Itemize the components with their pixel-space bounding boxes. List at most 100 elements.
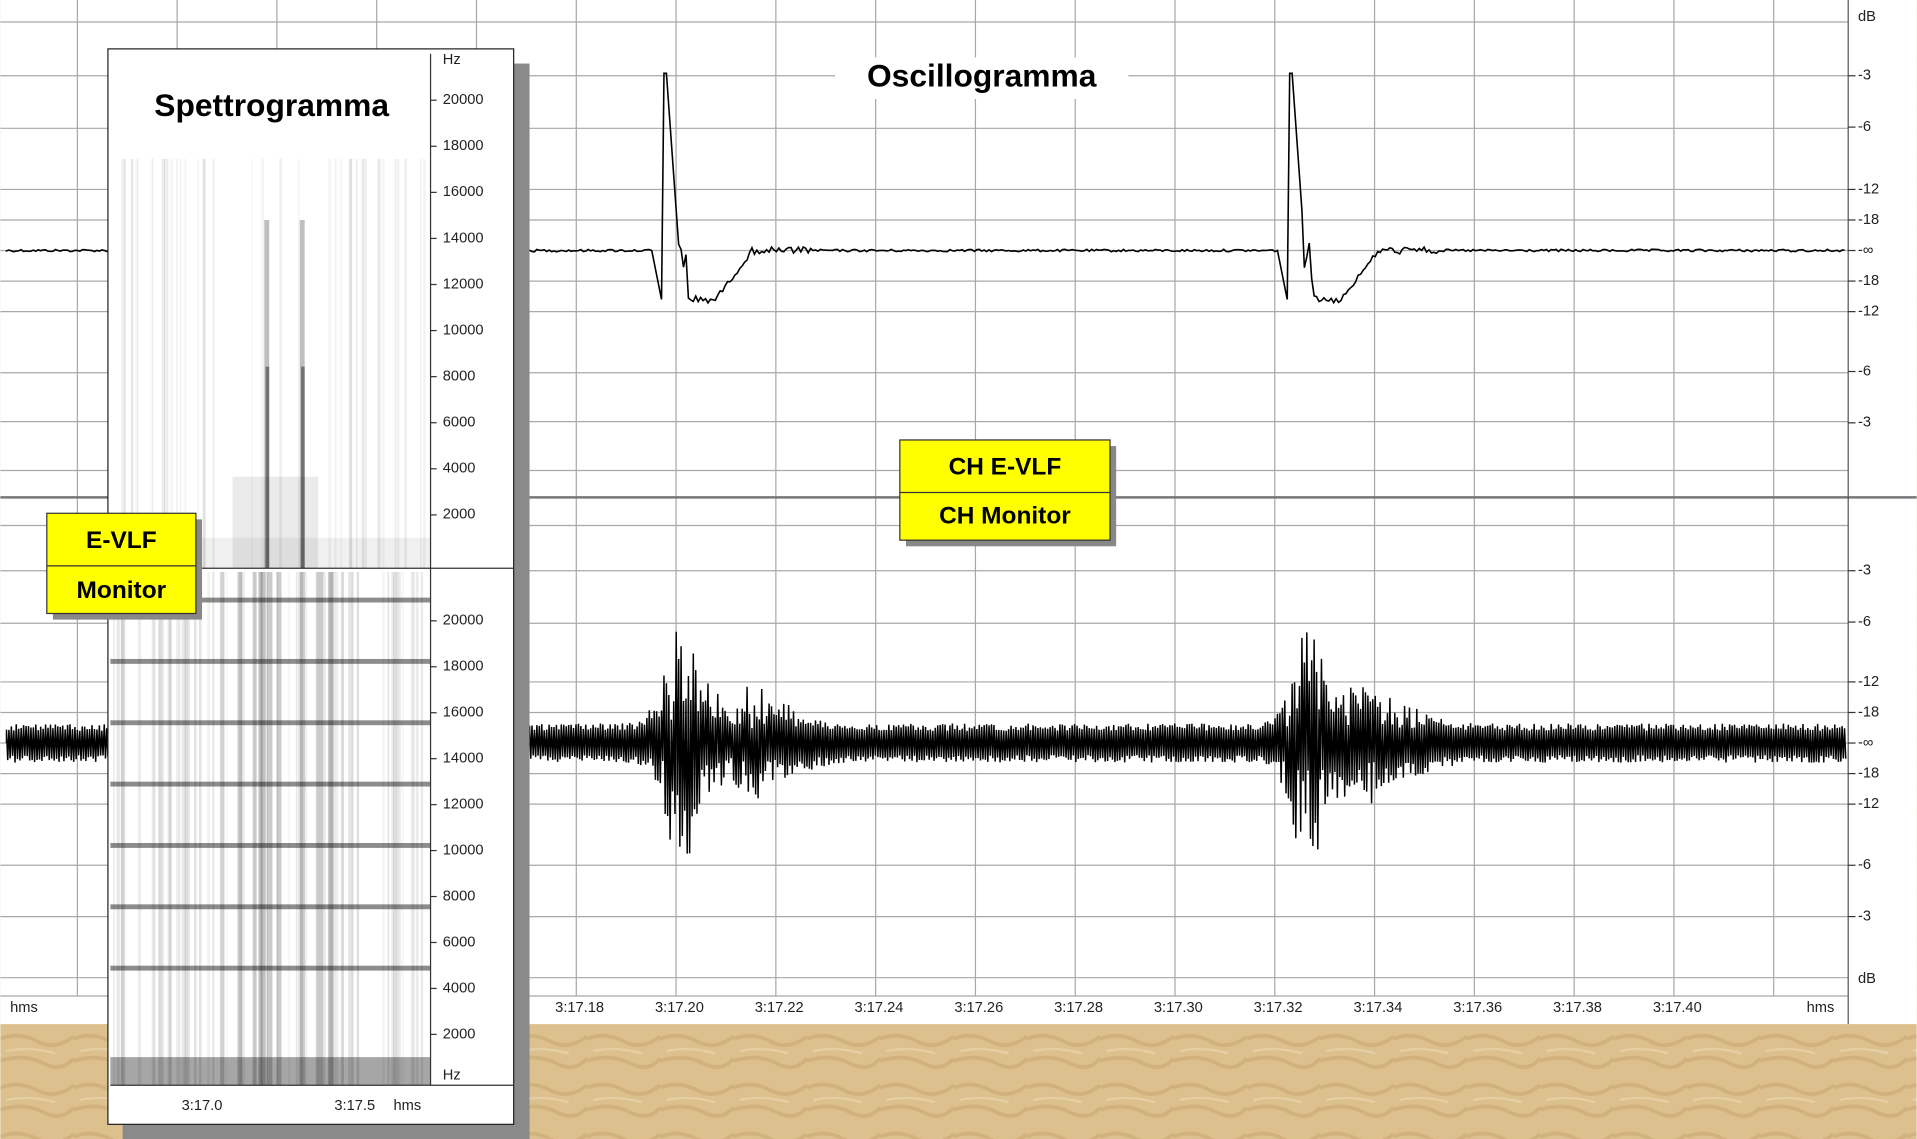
texture <box>253 571 257 1086</box>
texture <box>150 159 151 568</box>
db-tick-label: -3 <box>1858 908 1871 924</box>
texture <box>152 158 154 569</box>
db-tick-label: -6 <box>1858 363 1871 379</box>
texture <box>355 158 358 569</box>
time-unit: hms <box>10 1000 38 1016</box>
texture <box>207 571 210 1086</box>
texture <box>187 571 190 1086</box>
texture <box>178 572 182 1085</box>
streak <box>327 571 333 1086</box>
texture <box>182 571 187 1086</box>
texture <box>404 158 407 569</box>
texture <box>167 571 171 1086</box>
texture <box>226 572 228 1085</box>
texture <box>193 571 197 1086</box>
texture <box>175 158 179 569</box>
texture <box>393 571 397 1086</box>
texture <box>334 158 337 569</box>
harmonic <box>110 965 431 971</box>
channel-label: Monitor <box>77 577 167 604</box>
db-tick-label: -6 <box>1858 857 1871 873</box>
texture <box>136 158 139 569</box>
texture <box>121 158 125 569</box>
time-tick-label: 3:17.5 <box>334 1098 375 1114</box>
noise-band <box>110 1057 431 1086</box>
time-tick-label: 3:17.20 <box>655 1000 704 1016</box>
texture <box>260 571 265 1086</box>
db-tick-label: -18 <box>1858 704 1879 720</box>
texture <box>416 571 419 1086</box>
texture <box>139 572 142 1085</box>
time-tick-label: 3:17.22 <box>755 1000 804 1016</box>
texture <box>175 571 180 1086</box>
freq-tick-label: 12000 <box>443 276 484 292</box>
texture <box>419 158 423 569</box>
time-tick-label: 3:17.34 <box>1353 1000 1402 1016</box>
texture <box>410 571 413 1086</box>
harmonic <box>110 658 431 664</box>
texture <box>255 571 257 1086</box>
texture <box>161 158 166 569</box>
unit-label: Hz <box>443 52 461 68</box>
texture <box>184 158 187 569</box>
texture <box>349 158 353 569</box>
freq-tick-label: 16000 <box>443 184 484 200</box>
freq-tick-label: 18000 <box>443 138 484 154</box>
texture <box>212 158 215 569</box>
db-tick-label: -∞ <box>1858 735 1873 751</box>
texture <box>298 571 303 1086</box>
texture <box>202 158 206 569</box>
freq-tick-label: 10000 <box>443 842 484 858</box>
time-unit: hms <box>393 1098 421 1114</box>
texture <box>270 571 274 1086</box>
texture <box>123 158 127 569</box>
channel-label: CH E-VLF <box>949 454 1062 481</box>
texture <box>251 571 257 1086</box>
texture <box>363 158 368 569</box>
texture <box>131 159 134 568</box>
texture <box>113 571 115 1086</box>
texture <box>203 158 206 569</box>
texture <box>198 571 202 1086</box>
db-tick-label: -6 <box>1858 119 1871 135</box>
freq-tick-label: 6000 <box>443 415 476 431</box>
freq-tick-label: 4000 <box>443 980 476 996</box>
db-tick-label: -∞ <box>1858 242 1873 258</box>
texture <box>394 158 398 569</box>
streak <box>301 366 305 569</box>
texture <box>336 571 339 1086</box>
texture <box>391 571 395 1086</box>
harmonic <box>110 597 431 603</box>
texture <box>158 571 162 1086</box>
texture <box>169 571 172 1086</box>
time-tick-label: 3:17.0 <box>182 1098 223 1114</box>
texture <box>351 571 354 1086</box>
db-tick-label: -18 <box>1858 273 1879 289</box>
texture <box>259 571 263 1086</box>
texture <box>168 571 172 1086</box>
texture <box>253 571 255 1086</box>
texture <box>423 158 426 569</box>
texture <box>361 158 365 569</box>
texture <box>316 571 319 1086</box>
texture <box>137 571 141 1086</box>
unit-label: Hz <box>443 1067 461 1083</box>
texture <box>220 571 224 1086</box>
channel-box <box>899 439 1111 541</box>
freq-tick-label: 6000 <box>443 934 476 950</box>
texture <box>396 571 402 1086</box>
title-bg <box>835 57 1129 99</box>
streak <box>265 366 270 569</box>
db-tick-label: -3 <box>1858 68 1871 84</box>
texture <box>197 159 199 568</box>
texture <box>328 158 332 569</box>
texture <box>153 571 156 1086</box>
texture <box>184 571 188 1086</box>
texture <box>263 571 268 1086</box>
harmonic <box>110 720 431 726</box>
db-tick-label: -12 <box>1858 796 1879 812</box>
texture <box>377 158 380 569</box>
time-tick-label: 3:17.36 <box>1453 1000 1502 1016</box>
freq-tick-label: 20000 <box>443 613 484 629</box>
db-tick-label: -12 <box>1858 304 1879 320</box>
